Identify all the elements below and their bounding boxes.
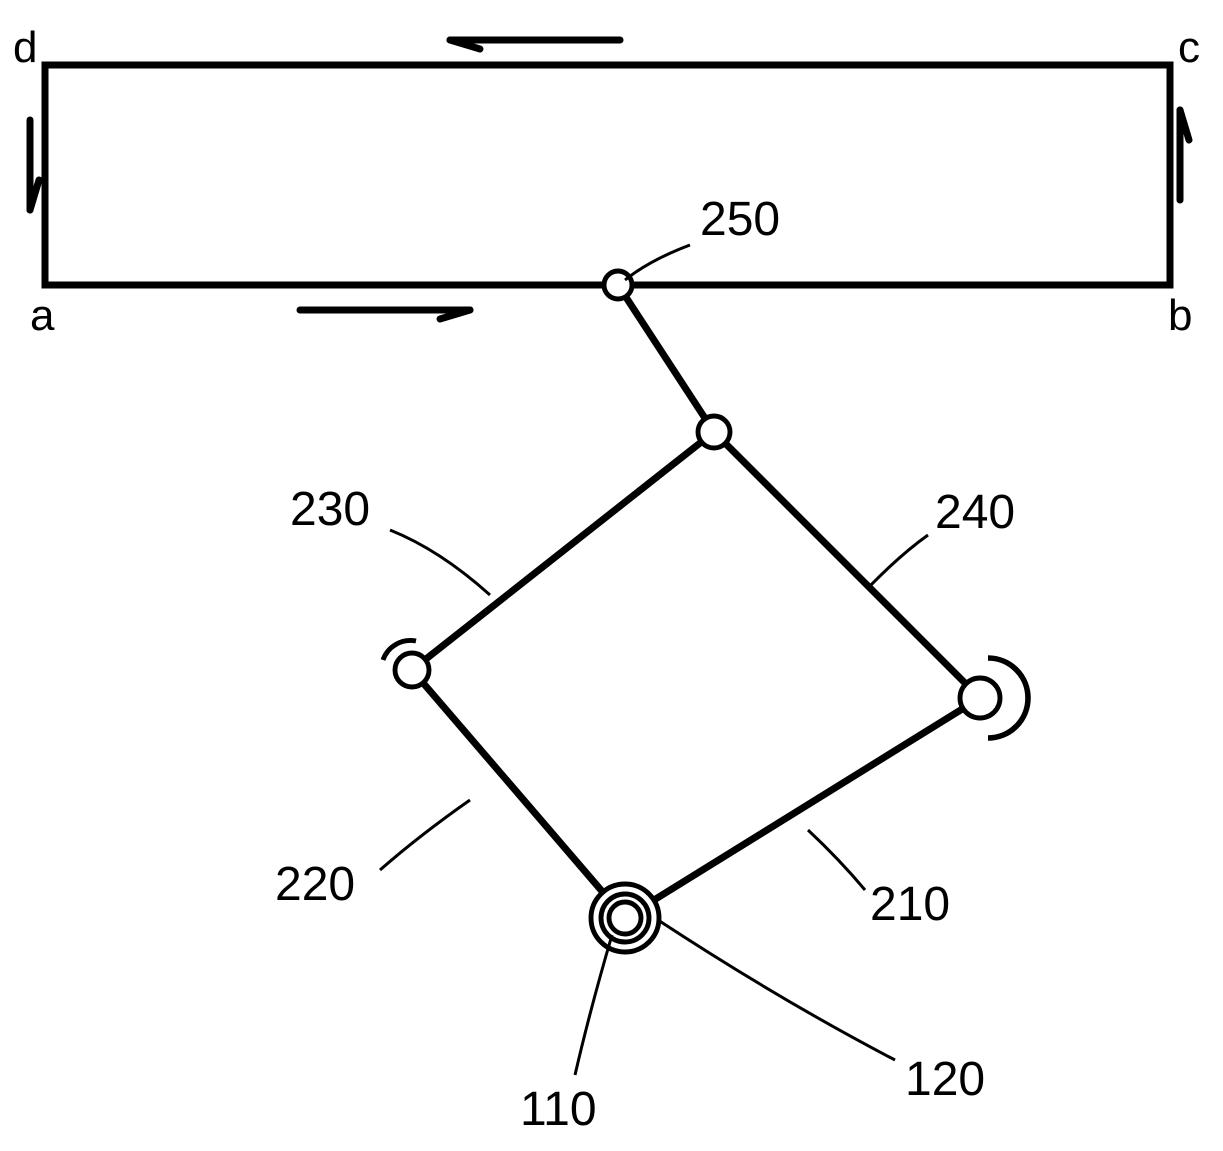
- path-rectangle: [45, 65, 1170, 285]
- callout-220: 220: [275, 858, 355, 911]
- joint-left: [395, 653, 429, 687]
- callout-110: 110: [520, 1083, 597, 1136]
- callout-210: 210: [870, 878, 950, 931]
- joint-right: [960, 678, 1000, 718]
- leader-220: [380, 800, 470, 870]
- corner-label-b: b: [1168, 291, 1192, 340]
- callout-240: 240: [935, 486, 1015, 539]
- corner-label-c: c: [1178, 23, 1200, 72]
- leader-240: [868, 535, 928, 588]
- link-230: [412, 432, 714, 670]
- leader-110: [575, 935, 612, 1075]
- link-240: [714, 432, 980, 698]
- corner-label-a: a: [30, 291, 55, 340]
- leader-210: [808, 830, 865, 890]
- corner-label-d: d: [13, 23, 37, 72]
- leader-230: [390, 530, 490, 595]
- callout-120: 120: [905, 1053, 985, 1106]
- leader-120: [658, 920, 895, 1060]
- callout-230: 230: [290, 483, 370, 536]
- callout-250: 250: [700, 193, 780, 246]
- leader-250: [625, 245, 690, 280]
- link-250: [618, 285, 714, 432]
- link-220: [412, 670, 625, 918]
- joint-upper: [698, 416, 730, 448]
- joint-top: [604, 271, 632, 299]
- joint-base-inner: [609, 902, 641, 934]
